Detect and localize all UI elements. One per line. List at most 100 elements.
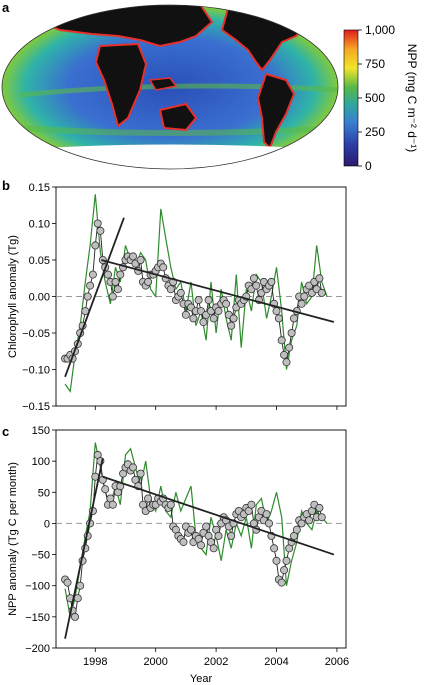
- data-point: [305, 516, 314, 525]
- data-point: [227, 321, 236, 330]
- colorbar-label: NPP (mg C m⁻² d⁻¹): [405, 44, 419, 152]
- data-point: [285, 343, 294, 352]
- data-point: [282, 358, 291, 367]
- data-point: [272, 556, 281, 565]
- data-point: [76, 581, 85, 590]
- y-tick-label: 0: [44, 518, 50, 530]
- data-point: [247, 500, 256, 509]
- australia-shape: [158, 102, 198, 132]
- x-tick-label: 2002: [204, 656, 228, 668]
- data-point: [317, 288, 326, 297]
- panel-c-letter: c: [2, 424, 9, 439]
- data-point: [209, 314, 218, 323]
- data-point: [144, 277, 153, 286]
- x-tick-label: 2004: [264, 656, 288, 668]
- data-point: [104, 270, 113, 279]
- trend-line: [101, 259, 335, 323]
- data-point: [166, 500, 175, 509]
- model-series-line: [64, 442, 328, 618]
- data-point: [83, 292, 92, 301]
- data-point: [113, 285, 122, 294]
- y-tick-label: 100: [32, 456, 50, 468]
- data-point: [289, 314, 298, 323]
- colorbar-tick-label: 0: [365, 159, 372, 173]
- data-point: [280, 350, 289, 359]
- data-point: [214, 531, 223, 540]
- africa-shape: [94, 42, 148, 128]
- data-point: [315, 274, 324, 283]
- data-point: [128, 252, 137, 261]
- data-point: [229, 314, 238, 323]
- data-point: [199, 318, 208, 327]
- trend-line: [102, 475, 335, 556]
- data-point: [277, 336, 286, 345]
- data-point: [209, 544, 218, 553]
- data-point: [297, 299, 306, 308]
- data-point: [189, 314, 198, 323]
- x-axis-label: Year: [190, 673, 213, 685]
- data-point: [144, 494, 153, 503]
- data-point: [93, 219, 102, 228]
- data-point: [136, 255, 145, 264]
- panel-b-letter: b: [2, 178, 10, 193]
- data-point: [63, 578, 72, 587]
- data-point: [222, 299, 231, 308]
- data-point: [270, 544, 279, 553]
- data-point: [272, 307, 281, 316]
- data-point: [73, 594, 82, 603]
- y-tick-label: 50: [38, 487, 50, 499]
- data-point: [315, 503, 324, 512]
- data-point: [300, 292, 309, 301]
- data-point: [108, 292, 117, 301]
- data-point: [71, 612, 80, 621]
- data-point: [202, 522, 211, 531]
- y-tick-label: −0.15: [22, 401, 50, 413]
- data-point: [317, 513, 326, 522]
- data-point: [292, 525, 301, 534]
- y-tick-label: −200: [25, 643, 50, 655]
- y-tick-label: 0.00: [29, 292, 50, 304]
- data-point: [186, 525, 195, 534]
- south-america-shape: [256, 72, 296, 150]
- y-tick-label: −100: [25, 581, 50, 593]
- trend-line: [64, 457, 104, 639]
- data-point: [91, 241, 100, 250]
- x-tick-label: 2000: [143, 656, 167, 668]
- data-point: [159, 263, 168, 272]
- y-tick-label: −0.10: [22, 365, 50, 377]
- y-tick-label: 0.10: [29, 219, 50, 231]
- data-point: [282, 556, 291, 565]
- data-point: [249, 274, 258, 283]
- y-tick-label: −50: [31, 550, 50, 562]
- data-point: [262, 510, 271, 519]
- data-point: [204, 296, 213, 305]
- y-tick-label: 0.15: [29, 182, 50, 194]
- data-point: [194, 296, 203, 305]
- trend-line: [64, 217, 125, 378]
- data-point: [108, 500, 117, 509]
- data-point: [267, 277, 276, 286]
- data-point: [88, 270, 97, 279]
- data-point: [96, 226, 105, 235]
- y-tick-label: −150: [25, 612, 50, 624]
- chart-c: −200 −150 −100 −50 0 50 100 150 1998 2000 2002 2004…: [7, 425, 349, 685]
- data-point: [287, 328, 296, 337]
- data-point: [116, 270, 125, 279]
- data-point: [86, 281, 95, 290]
- data-point: [136, 469, 145, 478]
- colorbar-tick-label: 1,000: [365, 23, 395, 37]
- data-point: [264, 519, 273, 528]
- model-series-line: [64, 194, 328, 394]
- world-map: [1, 4, 339, 170]
- data-point: [196, 541, 205, 550]
- data-point: [227, 531, 236, 540]
- data-point: [214, 307, 223, 316]
- colorbar-tick-label: 500: [365, 91, 385, 105]
- data-point: [179, 538, 188, 547]
- y-tick-label: −0.05: [22, 328, 50, 340]
- data-point: [280, 566, 289, 575]
- colorbar: 1,000 750 500 250 0 NPP (mg C m⁻² d⁻¹): [343, 23, 419, 173]
- chart-b: −0.15 −0.10 −0.05 0.00 0.05 0.10 0.15 Chlorophy…: [7, 182, 347, 413]
- colorbar-tick-label: 250: [365, 125, 385, 139]
